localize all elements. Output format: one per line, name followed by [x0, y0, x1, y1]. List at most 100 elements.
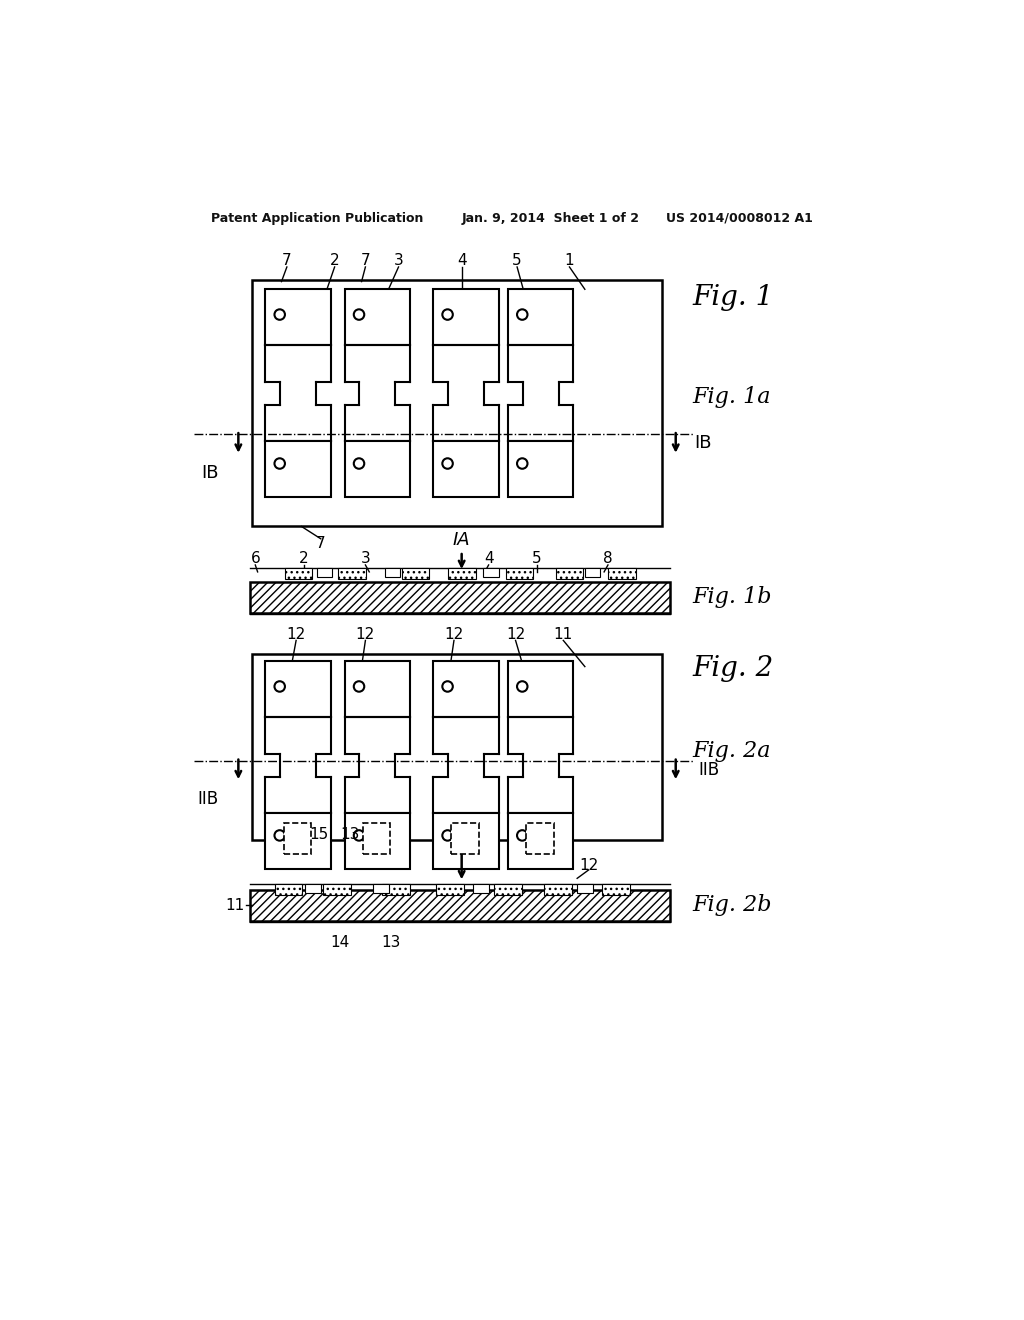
Bar	[544, 884, 571, 895]
Text: 13: 13	[381, 935, 400, 950]
Bar	[265, 441, 331, 498]
Text: 3: 3	[393, 253, 403, 268]
Bar	[323, 884, 351, 895]
Bar	[602, 884, 630, 895]
Bar	[433, 661, 499, 717]
Text: IB: IB	[201, 463, 218, 482]
Bar	[483, 568, 499, 577]
Bar	[447, 568, 475, 579]
Bar	[578, 884, 593, 892]
Text: Fig. 1a: Fig. 1a	[692, 387, 771, 408]
Bar	[506, 568, 534, 579]
Text: Fig. 1: Fig. 1	[692, 284, 774, 310]
Bar	[433, 289, 499, 346]
Bar	[526, 824, 554, 854]
Text: 15: 15	[309, 826, 329, 842]
Bar	[250, 890, 670, 921]
Bar	[436, 884, 464, 895]
Bar	[265, 289, 331, 346]
Text: Fig. 2: Fig. 2	[692, 656, 774, 682]
Bar	[339, 568, 367, 579]
Bar	[305, 884, 321, 892]
Bar	[447, 568, 475, 579]
Text: IA: IA	[453, 531, 470, 549]
Text: 5: 5	[532, 552, 542, 566]
Text: 7: 7	[282, 253, 292, 268]
Bar	[250, 582, 670, 612]
Text: 4: 4	[483, 552, 494, 566]
Text: Fig. 2b: Fig. 2b	[692, 895, 772, 916]
Text: Fig. 2a: Fig. 2a	[692, 741, 771, 763]
Text: IIB: IIB	[698, 760, 720, 779]
Bar	[265, 813, 331, 869]
Text: 5: 5	[512, 253, 522, 268]
Bar	[436, 884, 464, 895]
Bar	[316, 568, 333, 577]
Bar	[556, 568, 584, 579]
Text: 6: 6	[251, 552, 260, 566]
Bar	[494, 884, 521, 895]
Bar	[452, 824, 479, 854]
Bar	[382, 884, 410, 895]
Text: 2: 2	[330, 253, 339, 268]
Bar	[508, 289, 573, 346]
Bar	[323, 884, 351, 895]
Text: 1: 1	[564, 253, 574, 268]
Text: 11: 11	[554, 627, 572, 642]
Bar	[285, 568, 312, 579]
Text: 3: 3	[360, 552, 371, 566]
Bar	[506, 568, 534, 579]
Bar	[274, 884, 302, 895]
Text: IIA: IIA	[451, 828, 473, 845]
Bar	[602, 884, 630, 895]
Text: 11: 11	[225, 898, 245, 913]
Bar	[385, 568, 400, 577]
Text: IIB: IIB	[197, 791, 218, 808]
Bar	[556, 568, 584, 579]
Bar	[401, 568, 429, 579]
Bar	[544, 884, 571, 895]
Text: IB: IB	[694, 434, 712, 453]
Bar	[339, 568, 367, 579]
Bar	[401, 568, 429, 579]
Text: 12: 12	[506, 627, 525, 642]
Text: US 2014/0008012 A1: US 2014/0008012 A1	[666, 213, 813, 224]
Text: Patent Application Publication: Patent Application Publication	[211, 213, 424, 224]
Text: 12: 12	[444, 627, 464, 642]
Bar	[252, 653, 662, 840]
Bar	[433, 441, 499, 498]
Bar	[508, 661, 573, 717]
Bar	[508, 813, 573, 869]
Bar	[345, 441, 410, 498]
Bar	[373, 884, 388, 892]
Text: 7: 7	[360, 253, 371, 268]
Bar	[345, 813, 410, 869]
Bar	[473, 884, 488, 892]
Bar	[382, 884, 410, 895]
Text: Jan. 9, 2014  Sheet 1 of 2: Jan. 9, 2014 Sheet 1 of 2	[462, 213, 640, 224]
Bar	[265, 661, 331, 717]
Bar	[608, 568, 636, 579]
Text: 7: 7	[316, 536, 326, 550]
Text: 8: 8	[603, 552, 612, 566]
Text: 12: 12	[287, 627, 306, 642]
Text: 14: 14	[331, 935, 349, 950]
Bar	[345, 289, 410, 346]
Bar	[252, 280, 662, 527]
Bar	[608, 568, 636, 579]
Bar	[274, 884, 302, 895]
Bar	[508, 441, 573, 498]
Bar	[494, 884, 521, 895]
Bar	[362, 824, 390, 854]
Bar	[284, 824, 311, 854]
Bar	[285, 568, 312, 579]
Bar	[433, 813, 499, 869]
Text: 4: 4	[457, 253, 467, 268]
Text: 2: 2	[299, 552, 308, 566]
Bar	[345, 661, 410, 717]
Bar	[585, 568, 600, 577]
Text: 12: 12	[355, 627, 375, 642]
Text: 13: 13	[340, 826, 359, 842]
Text: Fig. 1b: Fig. 1b	[692, 586, 772, 609]
Text: 12: 12	[580, 858, 598, 873]
